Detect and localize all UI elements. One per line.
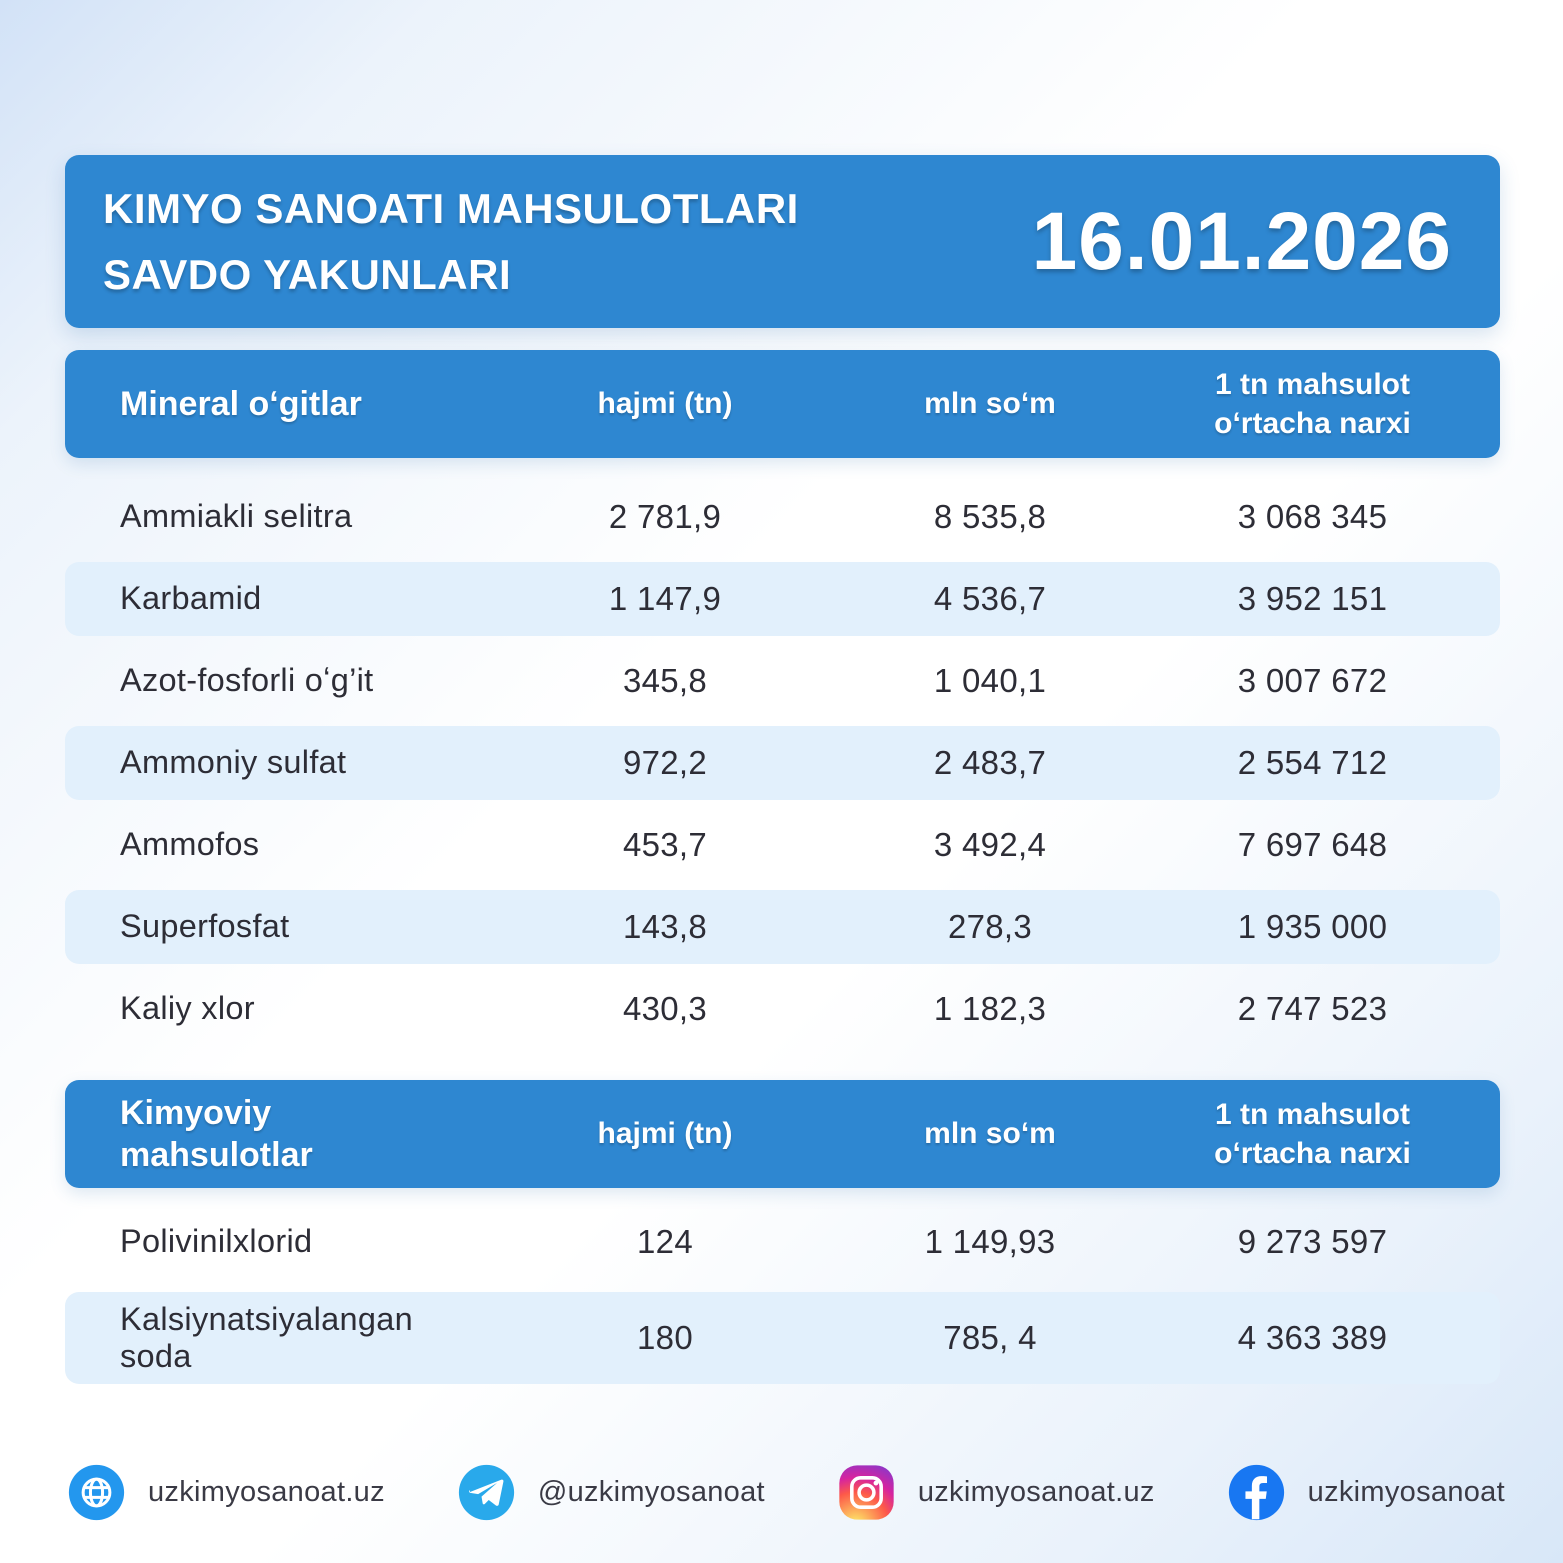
- table-row: Karbamid 1 147,9 4 536,7 3 952 151: [65, 562, 1500, 636]
- mln-cell: 1 040,1: [933, 662, 1047, 699]
- mln-cell: 3 492,4: [933, 826, 1047, 863]
- table-row: Polivinilxlorid 124 1 149,93 9 273 597: [65, 1200, 1500, 1284]
- table2-col-hajmi: hajmi (tn): [597, 1117, 733, 1150]
- mln-cell: 8 535,8: [933, 498, 1047, 535]
- table-row: Kalsiynatsiyalangan soda 180 785, 4 4 36…: [65, 1292, 1500, 1384]
- table2-col-mln: mln soʻm: [924, 1117, 1056, 1150]
- table-row: Superfosfat 143,8 278,3 1 935 000: [65, 890, 1500, 964]
- website-handle: uzkimyosanoat.uz: [148, 1476, 385, 1508]
- product-name-cell: Azot-fosforli oʻg’it: [120, 662, 374, 699]
- table1-col-mln: mln soʻm: [924, 387, 1056, 420]
- facebook-handle: uzkimyosanoat: [1307, 1476, 1505, 1508]
- table1-title: Mineral oʻgitlar: [120, 384, 362, 423]
- narxi-cell: 7 697 648: [1237, 826, 1388, 863]
- mln-cell: 1 182,3: [933, 990, 1047, 1027]
- facebook-link[interactable]: uzkimyosanoat: [1228, 1464, 1505, 1521]
- narxi-cell: 2 554 712: [1237, 744, 1388, 781]
- facebook-icon: [1228, 1464, 1284, 1521]
- hajmi-cell: 1 147,9: [608, 580, 722, 617]
- narxi-cell: 4 363 389: [1237, 1319, 1388, 1356]
- table2-body: Polivinilxlorid 124 1 149,93 9 273 597 K…: [65, 1200, 1500, 1392]
- telegram-icon: [458, 1464, 514, 1521]
- instagram-handle: uzkimyosanoat.uz: [917, 1476, 1155, 1508]
- table1-col-narxi: 1 tn mahsulot oʻrtacha narxi: [1214, 368, 1411, 440]
- narxi-cell: 3 952 151: [1237, 580, 1388, 617]
- table1-body: Ammiakli selitra 2 781,9 8 535,8 3 068 3…: [65, 480, 1500, 1054]
- product-name-cell: Superfosfat: [120, 908, 290, 945]
- product-name-cell: Ammiakli selitra: [120, 498, 353, 535]
- table1-col-hajmi: hajmi (tn): [597, 387, 733, 420]
- globe-icon: [68, 1464, 125, 1521]
- product-name-cell: Ammofos: [120, 826, 260, 863]
- table-row: Ammoniy sulfat 972,2 2 483,7 2 554 712: [65, 726, 1500, 800]
- product-name-cell: Polivinilxlorid: [120, 1223, 313, 1260]
- telegram-link[interactable]: @uzkimyosanoat: [458, 1464, 765, 1521]
- hajmi-cell: 124: [637, 1223, 693, 1260]
- table2-header: Kimyoviy mahsulotlar hajmi (tn) mln soʻm…: [65, 1080, 1500, 1188]
- hajmi-cell: 345,8: [622, 662, 708, 699]
- mln-cell: 278,3: [947, 908, 1033, 945]
- product-name-cell: Ammoniy sulfat: [120, 744, 347, 781]
- hajmi-cell: 2 781,9: [608, 498, 722, 535]
- product-name-cell: Kaliy xlor: [120, 990, 255, 1027]
- mln-cell: 785, 4: [943, 1319, 1037, 1356]
- hajmi-cell: 430,3: [622, 990, 708, 1027]
- mln-cell: 4 536,7: [933, 580, 1047, 617]
- table2-col-narxi: 1 tn mahsulot oʻrtacha narxi: [1214, 1098, 1411, 1170]
- table-row: Azot-fosforli oʻg’it 345,8 1 040,1 3 007…: [65, 644, 1500, 718]
- narxi-cell: 1 935 000: [1237, 908, 1388, 945]
- instagram-link[interactable]: uzkimyosanoat.uz: [838, 1464, 1155, 1521]
- narxi-cell: 2 747 523: [1237, 990, 1388, 1027]
- instagram-icon: [839, 1465, 894, 1520]
- report-date: 16.01.2026: [1031, 195, 1452, 287]
- hajmi-cell: 180: [637, 1319, 693, 1356]
- product-name-cell: Kalsiynatsiyalangan soda: [120, 1300, 413, 1374]
- table2-title: Kimyoviy mahsulotlar: [120, 1093, 313, 1175]
- website-link[interactable]: uzkimyosanoat.uz: [68, 1464, 385, 1521]
- mln-cell: 1 149,93: [924, 1223, 1056, 1260]
- table-row: Ammiakli selitra 2 781,9 8 535,8 3 068 3…: [65, 480, 1500, 554]
- table-row: Kaliy xlor 430,3 1 182,3 2 747 523: [65, 972, 1500, 1046]
- page-title: KIMYO SANOATI MAHSULOTLARI SAVDO YAKUNLA…: [103, 176, 799, 306]
- mln-cell: 2 483,7: [933, 744, 1047, 781]
- hajmi-cell: 453,7: [622, 826, 708, 863]
- narxi-cell: 3 068 345: [1237, 498, 1388, 535]
- page-title-line1: KIMYO SANOATI MAHSULOTLARI: [103, 185, 799, 233]
- hajmi-cell: 143,8: [622, 908, 708, 945]
- table1-header: Mineral oʻgitlar hajmi (tn) mln soʻm 1 t…: [65, 350, 1500, 458]
- narxi-cell: 9 273 597: [1237, 1223, 1388, 1260]
- product-name-cell: Karbamid: [120, 580, 262, 617]
- hajmi-cell: 972,2: [622, 744, 708, 781]
- narxi-cell: 3 007 672: [1237, 662, 1388, 699]
- page-title-line2: SAVDO YAKUNLARI: [103, 250, 512, 298]
- title-banner: KIMYO SANOATI MAHSULOTLARI SAVDO YAKUNLA…: [65, 155, 1500, 328]
- table-row: Ammofos 453,7 3 492,4 7 697 648: [65, 808, 1500, 882]
- telegram-handle: @uzkimyosanoat: [537, 1476, 765, 1508]
- footer-socials: uzkimyosanoat.uz @uzkimyosanoat: [68, 1464, 1505, 1521]
